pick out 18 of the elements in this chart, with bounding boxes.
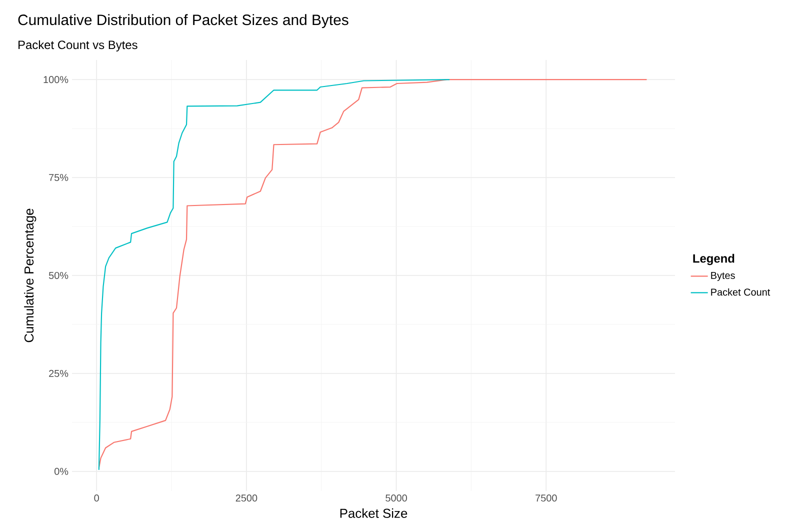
y-tick-label: 100%: [44, 76, 68, 84]
y-tick-label: 25%: [49, 370, 68, 377]
y-tick-label: 50%: [48, 272, 68, 280]
y-tick-label: 0%: [54, 468, 68, 475]
chart-title: Cumulative Distribution of Packet Sizes and Bytes: [18, 14, 348, 28]
y-axis-title: Cumulative Percentage: [24, 208, 36, 342]
legend-label: Bytes: [711, 272, 735, 281]
chart-subtitle: Packet Count vs Bytes: [18, 40, 138, 52]
line-series: [98, 79, 648, 468]
x-tick-label: 5000: [386, 494, 407, 502]
x-tick-label: 2500: [236, 494, 258, 502]
y-tick-label: 75%: [49, 174, 68, 182]
legend-title: Legend: [693, 254, 734, 266]
x-tick-label: 0: [94, 494, 99, 502]
legend-label: Packet Count: [711, 288, 770, 296]
x-axis-title: Packet Size: [340, 508, 408, 518]
line-series: [98, 79, 450, 470]
x-tick-label: 7500: [536, 494, 557, 502]
